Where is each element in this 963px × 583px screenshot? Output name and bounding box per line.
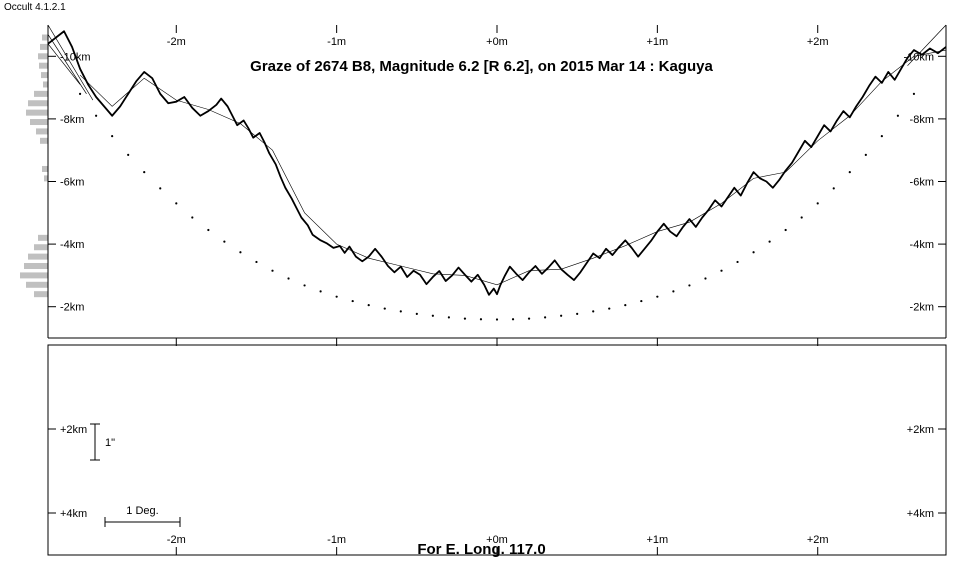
svg-text:+2km: +2km bbox=[60, 424, 87, 436]
svg-text:-4km: -4km bbox=[910, 239, 934, 251]
svg-text:-1m: -1m bbox=[327, 36, 346, 48]
svg-text:1": 1" bbox=[105, 437, 115, 449]
svg-text:+1m: +1m bbox=[646, 36, 668, 48]
svg-text:+4km: +4km bbox=[60, 508, 87, 520]
svg-text:+4km: +4km bbox=[907, 508, 934, 520]
svg-text:-6km: -6km bbox=[910, 177, 934, 189]
svg-text:-6km: -6km bbox=[60, 177, 84, 189]
svg-text:+2m: +2m bbox=[807, 36, 829, 48]
svg-text:-8km: -8km bbox=[910, 114, 934, 126]
svg-text:-8km: -8km bbox=[60, 114, 84, 126]
svg-text:-4km: -4km bbox=[60, 239, 84, 251]
svg-text:+2km: +2km bbox=[907, 424, 934, 436]
svg-text:-2km: -2km bbox=[910, 302, 934, 314]
footer-text: For E. Long. 117.0 bbox=[0, 541, 963, 558]
svg-text:-2km: -2km bbox=[60, 302, 84, 314]
svg-text:1 Deg.: 1 Deg. bbox=[126, 505, 158, 517]
graze-chart: -2m-1m+0m+1m+2m-10km-10km-8km-8km-6km-6k… bbox=[0, 0, 963, 583]
svg-text:-2m: -2m bbox=[167, 36, 186, 48]
svg-text:+0m: +0m bbox=[486, 36, 508, 48]
